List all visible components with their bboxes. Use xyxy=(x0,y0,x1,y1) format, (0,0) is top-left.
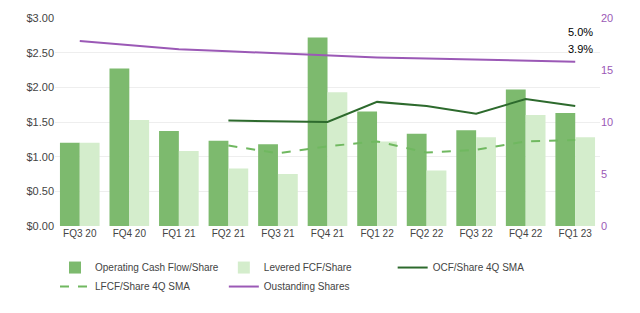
svg-text:FQ4 20: FQ4 20 xyxy=(113,228,147,239)
svg-text:FQ4 21: FQ4 21 xyxy=(311,228,345,239)
svg-text:$3.00: $3.00 xyxy=(26,12,54,24)
svg-text:FQ1 22: FQ1 22 xyxy=(360,228,394,239)
svg-text:$0.00: $0.00 xyxy=(26,220,54,232)
svg-text:$2.00: $2.00 xyxy=(26,81,54,93)
svg-text:10: 10 xyxy=(601,116,613,128)
svg-text:FQ4 22: FQ4 22 xyxy=(509,228,543,239)
svg-text:OCF/Share 4Q SMA: OCF/Share 4Q SMA xyxy=(433,262,524,273)
svg-text:Oustanding Shares: Oustanding Shares xyxy=(264,281,350,292)
svg-text:$2.50: $2.50 xyxy=(26,47,54,59)
svg-text:0: 0 xyxy=(601,220,607,232)
svg-text:$1.00: $1.00 xyxy=(26,151,54,163)
svg-text:FQ3 20: FQ3 20 xyxy=(63,228,97,239)
svg-text:$1.50: $1.50 xyxy=(26,116,54,128)
svg-text:$0.50: $0.50 xyxy=(26,185,54,197)
svg-text:15: 15 xyxy=(601,64,613,76)
svg-text:FQ1 23: FQ1 23 xyxy=(559,228,593,239)
svg-text:FQ1 21: FQ1 21 xyxy=(162,228,196,239)
svg-text:Levered FCF/Share: Levered FCF/Share xyxy=(264,262,352,273)
svg-text:LFCF/Share 4Q SMA: LFCF/Share 4Q SMA xyxy=(95,281,190,292)
svg-text:3.9%: 3.9% xyxy=(568,43,593,55)
svg-text:FQ3 21: FQ3 21 xyxy=(261,228,295,239)
svg-text:FQ2 22: FQ2 22 xyxy=(410,228,444,239)
svg-text:FQ3 22: FQ3 22 xyxy=(459,228,493,239)
svg-text:FQ2 21: FQ2 21 xyxy=(212,228,246,239)
svg-text:Operating Cash Flow/Share: Operating Cash Flow/Share xyxy=(95,262,219,273)
svg-text:20: 20 xyxy=(601,12,613,24)
svg-text:5: 5 xyxy=(601,168,607,180)
svg-text:5.0%: 5.0% xyxy=(568,26,593,38)
